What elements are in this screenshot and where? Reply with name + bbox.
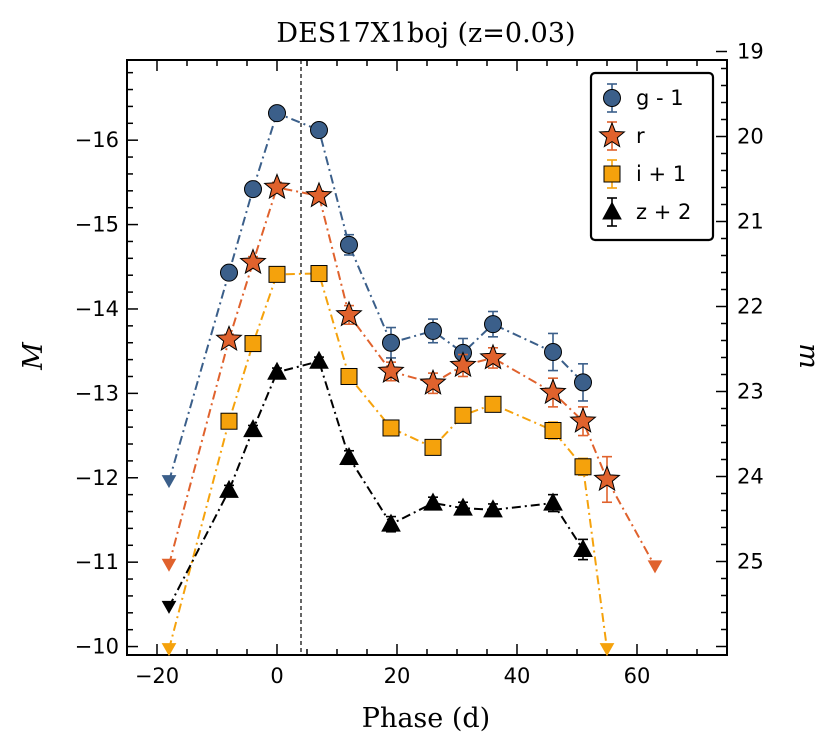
series-2-point [544, 422, 562, 440]
x-tick-label: 0 [270, 664, 283, 688]
legend-label: z + 2 [636, 200, 691, 224]
series-2-point [382, 419, 400, 437]
legend-marker [602, 201, 622, 220]
series-2-point [424, 438, 442, 456]
chart-title: DES17X1boj (z=0.03) [276, 18, 575, 49]
series-1-point [335, 300, 363, 327]
series-1-point [263, 173, 291, 200]
series-1-upper-limit [161, 558, 177, 572]
series-1-point [305, 181, 333, 208]
series-2-point [454, 406, 472, 424]
series-0-point [268, 104, 286, 123]
series-1-point [239, 248, 267, 275]
y-right-tick-label: 20 [737, 125, 764, 149]
series-3-point [339, 446, 359, 466]
y-tick-label: −13 [75, 381, 119, 405]
y-right-tick-label: 21 [737, 210, 764, 234]
legend-marker [603, 89, 621, 107]
y-tick-label: −10 [75, 635, 119, 659]
y-right-tick-label: 19 [737, 40, 764, 64]
y-tick-label: −15 [75, 213, 119, 237]
plot-area: −20 0 20 40 60 −10 −11 −12 −13 −14 −15 −16 19 20 21 22 2… [75, 40, 764, 689]
series-2-point [268, 265, 286, 283]
series-2-point [310, 265, 328, 283]
series-0-point [310, 121, 328, 140]
series-2-upper-limit [599, 643, 615, 657]
series-1-point [215, 324, 243, 351]
series-3-point [243, 419, 263, 438]
y-tick-label: −14 [75, 297, 119, 321]
series-2-point [574, 458, 592, 476]
series-0-point [382, 333, 400, 352]
series-3-point [267, 361, 287, 380]
legend: g - 1 r i + 1 z + 2 [589, 71, 715, 242]
series-3-line [168, 360, 584, 608]
series-1-point [539, 378, 567, 405]
y-right-tick-label: 23 [737, 380, 764, 404]
legend-label: r [636, 124, 645, 148]
series-3-point [483, 499, 503, 518]
y-right-tick-label: 25 [737, 550, 764, 574]
series-1-point [569, 406, 597, 433]
legend-marker [603, 165, 621, 183]
series-2-point [220, 412, 238, 430]
y-axis-right-title: m [793, 343, 824, 369]
series-0-point [544, 343, 562, 362]
y-tick-label: −11 [75, 550, 119, 574]
x-tick-label: 20 [384, 664, 411, 688]
series-2-point [484, 395, 502, 413]
x-tick-label: −20 [135, 664, 179, 688]
series-2-point [244, 335, 262, 353]
x-tick-label: 60 [624, 664, 651, 688]
series-1-point [479, 343, 507, 370]
y-tick-label: −16 [75, 128, 119, 152]
series-1-point [593, 465, 621, 492]
series-2-line [168, 272, 608, 650]
series-2-point [340, 367, 358, 385]
y-right-tick-label: 24 [737, 465, 764, 489]
series-1-point [419, 368, 447, 395]
x-axis-title: Phase (d) [362, 703, 490, 734]
y-tick-label: −12 [75, 466, 119, 490]
series-0-point [340, 235, 358, 254]
series-0-point [220, 263, 238, 282]
series-3-point [423, 492, 443, 511]
series-0-point [484, 315, 502, 334]
series-1-point [449, 351, 477, 378]
series-3-point [573, 538, 593, 558]
series-1-upper-limit [647, 560, 663, 574]
series-0-line [168, 111, 584, 482]
series-3-point [309, 350, 329, 369]
series-0-point [574, 373, 592, 392]
series-3-point [543, 492, 563, 511]
y-right-tick-label: 22 [737, 295, 764, 319]
legend-box [589, 71, 715, 242]
series-3-point [219, 479, 239, 498]
x-tick-label: 40 [504, 664, 531, 688]
series-0-point [424, 321, 442, 340]
series-0-upper-limit [161, 475, 177, 489]
series-0-point [244, 180, 262, 199]
legend-label: g - 1 [636, 86, 684, 110]
series-1-point [377, 357, 405, 384]
series-3-point [453, 497, 473, 516]
series-3-upper-limit [161, 600, 177, 614]
legend-label: i + 1 [636, 162, 686, 186]
legend-marker [598, 121, 626, 148]
series-2-upper-limit [161, 643, 177, 657]
series-3-point [381, 513, 401, 532]
y-axis-title: M [18, 341, 49, 371]
